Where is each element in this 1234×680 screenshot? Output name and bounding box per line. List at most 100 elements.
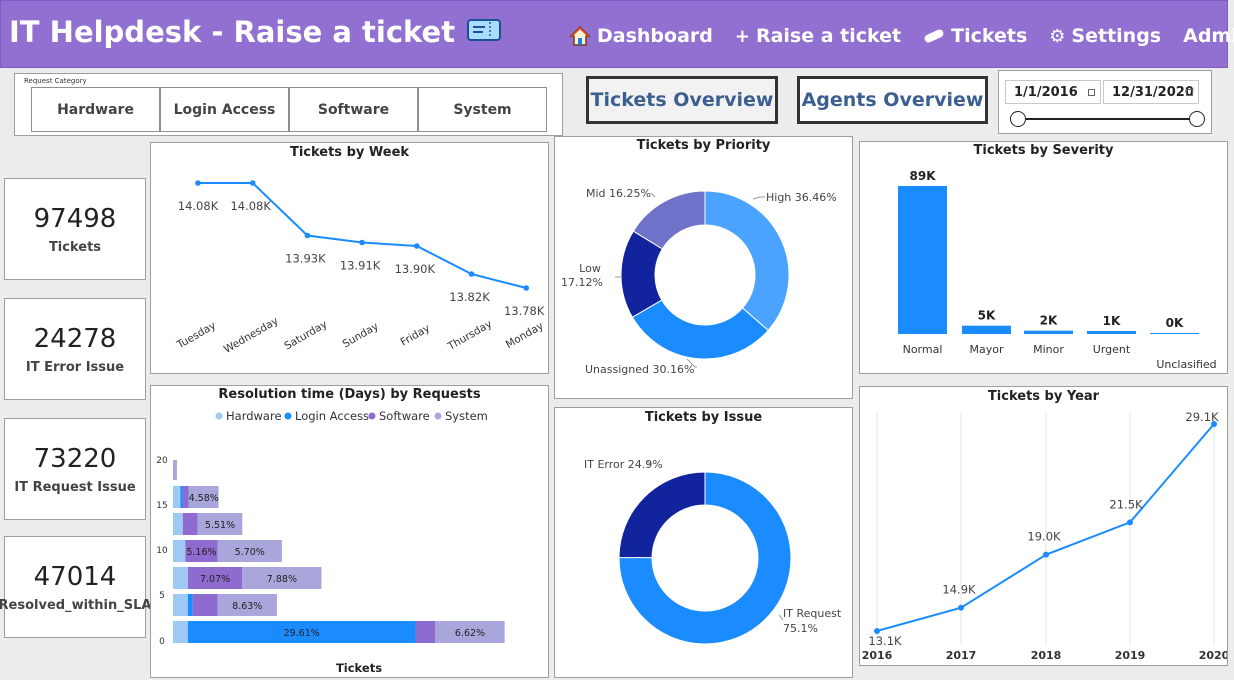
nav-settings-label: Settings [1071, 25, 1162, 47]
priority-label-low-name: Low [579, 262, 601, 275]
donut-slice-it-request [618, 471, 792, 645]
y-tick-label: 10 [156, 546, 168, 556]
date-slider-end-handle[interactable] [1189, 111, 1205, 127]
stacked-bar-segment [188, 486, 219, 508]
nav-admin[interactable]: Admin [1183, 25, 1234, 47]
priority-label-mid: Mid 16.25% [586, 187, 651, 200]
donut-slice-high [704, 190, 790, 332]
legend-label: Login Access [295, 409, 369, 423]
nav-tickets[interactable]: Tickets [923, 25, 1027, 47]
year-tick-label: 2020 [1199, 649, 1227, 662]
end-date-input[interactable]: 12/31/2020 [1103, 80, 1199, 104]
issue-label-request-name: IT Request [783, 607, 842, 620]
stacked-bar-segment [173, 460, 177, 480]
year-point [958, 604, 964, 611]
kpi-card-it-request: 73220 IT Request Issue [4, 418, 146, 520]
stacked-bar-segment [187, 621, 416, 643]
stacked-bar-segment [187, 594, 193, 616]
week-point [195, 180, 201, 186]
y-tick-label: 0 [159, 637, 165, 647]
severity-category-label: Mayor [970, 343, 1004, 356]
date-slider-start-handle[interactable] [1010, 111, 1026, 127]
chart-tickets-by-year: Tickets by Year 13.1K 2016 14.9K 2017 19.0K 2… [859, 386, 1228, 666]
kpi-card-it-error: 24278 IT Error Issue [4, 298, 146, 400]
stacked-bar-label: 5.70% [235, 547, 265, 558]
severity-category-label: Minor [1033, 343, 1064, 356]
calendar-icon[interactable] [1088, 89, 1095, 96]
severity-bar [1150, 333, 1199, 334]
stacked-bar-segment [187, 567, 243, 589]
stacked-bar-label: 4.58% [189, 493, 219, 504]
priority-label-low-pct: 17.12% [561, 276, 603, 289]
nav-raise-ticket-label: Raise a ticket [755, 25, 902, 47]
week-point [359, 239, 365, 246]
stacked-bar-segment [182, 486, 189, 508]
start-date-input[interactable]: 1/1/2016 [1005, 80, 1101, 104]
chart-title: Tickets by Issue [644, 410, 763, 425]
stacked-bar-label: 7.88% [267, 574, 297, 585]
week-point [523, 285, 529, 291]
stacked-bar-label: 29.61% [284, 628, 320, 639]
issue-leader-line [778, 614, 784, 621]
year-data-label: 13.1K [868, 634, 902, 648]
week-tick-label: Wednesday [222, 315, 281, 356]
bandage-icon [923, 28, 945, 44]
category-system-button[interactable]: System [418, 87, 547, 132]
chart-tickets-by-week: Tickets by Week 14.08K Tuesday 14.08K Wedne… [150, 142, 549, 374]
stacked-bar-segment [217, 540, 282, 562]
nav-dashboard[interactable]: Dashboard [569, 25, 713, 47]
stacked-bar-label: 8.63% [232, 601, 262, 612]
chart-title: Resolution time (Days) by Requests [218, 387, 481, 402]
nav-settings[interactable]: ⚙ Settings [1049, 25, 1161, 47]
week-data-label: 13.82K [449, 290, 490, 304]
category-software-button[interactable]: Software [289, 87, 418, 132]
nav-raise-ticket[interactable]: + Raise a ticket [735, 25, 901, 47]
calendar-icon[interactable] [1186, 89, 1193, 96]
stacked-bar-label: 5.16% [186, 547, 216, 558]
kpi-card-tickets: 97498 Tickets [4, 178, 146, 280]
stacked-bar-segment [242, 567, 322, 589]
stacked-bar-segment [185, 540, 218, 562]
severity-value-label: 2K [1040, 314, 1058, 328]
y-tick-label: 15 [156, 501, 167, 511]
severity-bar [898, 186, 947, 334]
agents-overview-button[interactable]: Agents Overview [797, 76, 988, 124]
date-range-slicer: 1/1/2016 12/31/2020 [998, 70, 1212, 134]
resolution-stacked-bar-chart: Hardware Login Access Software System 0 5 10 15… [156, 409, 505, 675]
app-title-text: IT Helpdesk - Raise a ticket [9, 15, 456, 49]
legend-dot [284, 412, 292, 420]
week-data-label: 13.90K [395, 262, 436, 276]
priority-leader-line [686, 358, 697, 368]
chart-tickets-by-issue: Tickets by Issue IT Request 75.1% IT Error… [554, 407, 853, 678]
category-hardware-button[interactable]: Hardware [31, 87, 160, 132]
severity-value-label: 89K [910, 169, 937, 183]
tickets-overview-button[interactable]: Tickets Overview [586, 76, 778, 124]
week-tick-label: Saturday [282, 318, 329, 352]
kpi-value: 97498 [33, 203, 117, 234]
legend-dot [215, 412, 223, 420]
severity-value-label: 5K [978, 309, 996, 323]
legend-dot [434, 412, 442, 420]
chart-resolution-time: Resolution time (Days) by Requests Hardw… [150, 385, 549, 678]
y-tick-label: 5 [159, 591, 165, 601]
stacked-bar-segment [173, 621, 188, 643]
legend-label: Hardware [226, 409, 282, 423]
chart-tickets-by-priority: Tickets by Priority High 36.46% Unassigne… [554, 136, 853, 399]
severity-bar [962, 325, 1011, 334]
stacked-bar-segment [192, 594, 218, 616]
date-slider-track[interactable] [1018, 118, 1198, 120]
category-login-access-button[interactable]: Login Access [160, 87, 289, 132]
x-axis-title: Tickets [336, 661, 382, 675]
chart-title: Tickets by Week [289, 145, 410, 160]
stacked-bar-segment [173, 513, 183, 535]
stacked-bar-segment [173, 594, 188, 616]
category-filter-label: Request Category [24, 77, 87, 85]
stacked-bar-segment [182, 513, 198, 535]
stacked-bar-segment [180, 486, 183, 508]
nav-tickets-label: Tickets [951, 25, 1028, 47]
severity-value-label: 1K [1103, 314, 1121, 328]
week-data-label: 14.08K [230, 199, 271, 213]
stacked-bar-segment [435, 621, 505, 643]
severity-bar-chart: 89K Normal 5K Mayor 2K Minor 1K Urgent 0K Unclasi… [898, 169, 1217, 371]
priority-leader-line [650, 192, 656, 198]
